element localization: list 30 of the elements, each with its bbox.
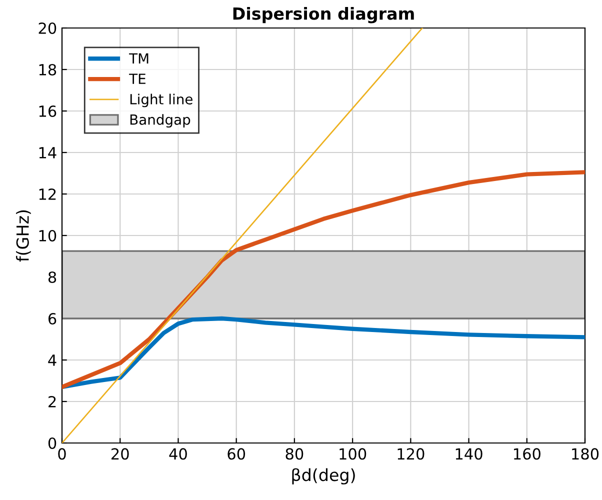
y-tick-label: 16 — [39, 105, 56, 118]
y-tick-label: 20 — [38, 22, 56, 34]
line-series — [62, 170, 585, 390]
x-tick-label: 80 — [286, 448, 304, 460]
y-tick-label: 18 — [39, 64, 56, 76]
legend-label: Light line — [130, 94, 192, 108]
legend-label: TE — [129, 74, 146, 84]
y-tick-label: 2 — [48, 396, 56, 408]
chart-title: Dispersion diagram — [233, 7, 414, 24]
legend-label: TM — [129, 53, 148, 64]
x-tick-label: 160 — [514, 448, 540, 460]
x-tick-label: 180 — [572, 448, 599, 460]
y-tick-label: 10 — [39, 230, 56, 242]
x-tick-label: 60 — [228, 448, 246, 460]
x-tick-label: 140 — [456, 448, 482, 460]
x-axis-title: βd(deg) — [292, 468, 355, 484]
y-tick-label: 8 — [48, 271, 56, 284]
y-tick-label: 12 — [39, 188, 56, 200]
x-tick-label: 20 — [112, 448, 129, 460]
y-axis-title: f(GHz) — [16, 210, 31, 262]
x-tick-label: 120 — [398, 448, 424, 460]
x-tick-label: 40 — [169, 448, 187, 460]
x-tick-label: 100 — [340, 448, 366, 460]
y-tick-label: 14 — [39, 147, 56, 158]
y-tick-label: 4 — [48, 354, 56, 366]
y-tick-label: 0 — [48, 437, 56, 450]
y-tick-label: 6 — [48, 312, 56, 325]
legend-label: Bandgap — [130, 114, 190, 128]
x-tick-label: 0 — [58, 448, 66, 460]
line-series — [62, 316, 585, 390]
